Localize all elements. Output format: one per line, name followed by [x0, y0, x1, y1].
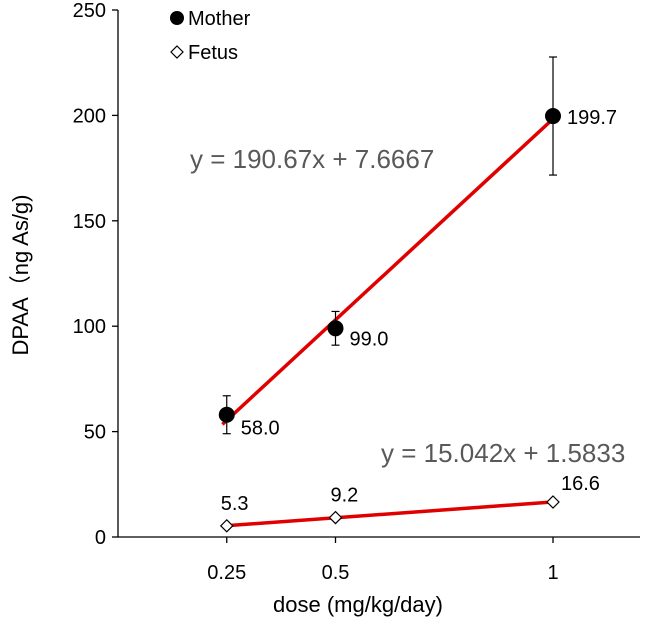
legend-fetus-marker — [170, 45, 184, 59]
legend: Mother Fetus — [170, 8, 251, 64]
fetus-data-label: 9.2 — [331, 485, 359, 507]
mother-trendline — [221, 113, 559, 426]
mother-point — [545, 108, 561, 125]
fetus-data-label: 5.3 — [221, 493, 249, 515]
trendlines — [221, 113, 559, 528]
y-tick-label: 50 — [84, 422, 106, 444]
data-labels: 58.0 99.0 199.7 5.3 9.2 16.6 — [221, 107, 617, 515]
data-points — [218, 108, 561, 533]
fetus-point — [328, 510, 343, 525]
x-tick-label: 1 — [547, 562, 558, 584]
mother-data-label: 99.0 — [350, 328, 389, 350]
mother-equation: y = 190.67x + 7.6667 — [190, 144, 434, 174]
y-tick-label: 0 — [95, 527, 106, 549]
trendline-equations: y = 190.67x + 7.6667 y = 15.042x + 1.5833 — [190, 144, 625, 468]
mother-point — [327, 320, 344, 337]
fetus-data-label: 16.6 — [561, 473, 600, 495]
x-axis-title: dose (mg/kg/day) — [273, 592, 443, 617]
y-tick-label: 250 — [73, 0, 106, 22]
fetus-trendline — [222, 499, 558, 528]
x-tick-label: 0.5 — [322, 562, 350, 584]
mother-point — [218, 406, 235, 423]
legend-mother-label: Mother — [188, 8, 251, 30]
x-tick-label: 0.25 — [207, 562, 246, 584]
y-tick-label: 150 — [73, 211, 106, 233]
mother-data-label: 199.7 — [567, 107, 617, 129]
fetus-point — [546, 495, 560, 509]
y-tick-label: 200 — [73, 105, 106, 127]
y-axis-title: DPAA（ng As/g) — [8, 195, 33, 356]
y-tick-label: 100 — [73, 316, 106, 338]
mother-data-label: 58.0 — [241, 418, 280, 440]
legend-mother-marker — [170, 11, 184, 25]
legend-fetus-label: Fetus — [188, 42, 238, 64]
fetus-equation: y = 15.042x + 1.5833 — [381, 438, 625, 468]
ticks: 0 50 100 150 200 250 0.25 0.5 1 — [73, 0, 559, 584]
fetus-point — [219, 518, 234, 533]
